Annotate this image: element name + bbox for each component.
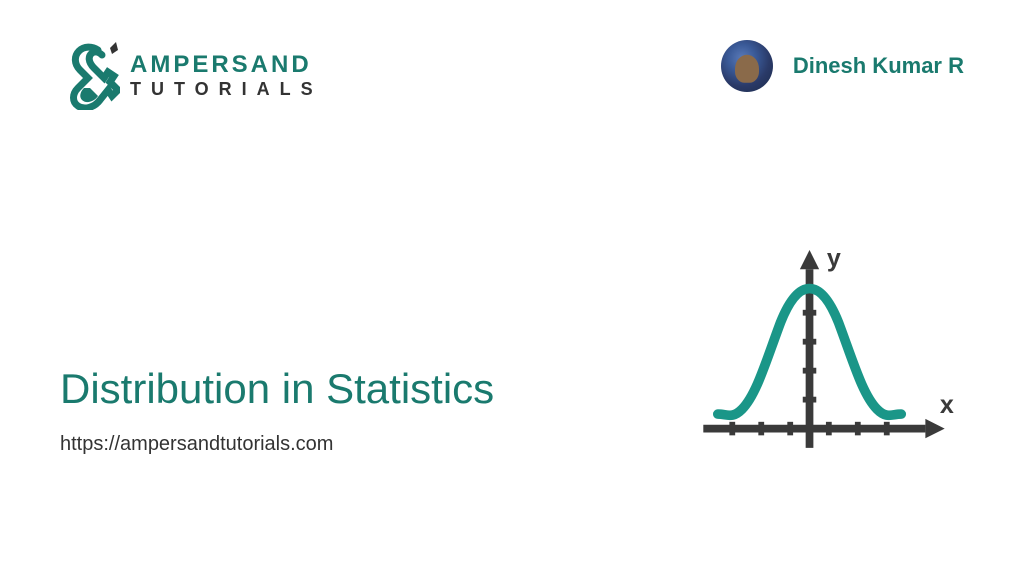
website-url: https://ampersandtutorials.com bbox=[60, 433, 494, 456]
content-section: Distribution in Statistics https://amper… bbox=[60, 365, 494, 456]
logo-text: AMPERSAND TUTORIALS bbox=[130, 51, 323, 100]
logo-sub-text: TUTORIALS bbox=[130, 79, 323, 100]
author-container: Dinesh Kumar R bbox=[721, 40, 964, 92]
logo-main-text: AMPERSAND bbox=[130, 51, 323, 79]
page-title: Distribution in Statistics bbox=[60, 365, 494, 413]
x-axis-label: x bbox=[940, 391, 954, 419]
header: AMPERSAND TUTORIALS Dinesh Kumar R bbox=[0, 0, 1024, 110]
ampersand-icon bbox=[60, 40, 120, 110]
logo-container: AMPERSAND TUTORIALS bbox=[60, 40, 323, 110]
y-axis-label: y bbox=[827, 244, 841, 272]
distribution-chart: y x bbox=[684, 236, 964, 486]
author-avatar bbox=[721, 40, 773, 92]
chart-axes bbox=[703, 250, 944, 448]
author-name: Dinesh Kumar R bbox=[793, 53, 964, 79]
